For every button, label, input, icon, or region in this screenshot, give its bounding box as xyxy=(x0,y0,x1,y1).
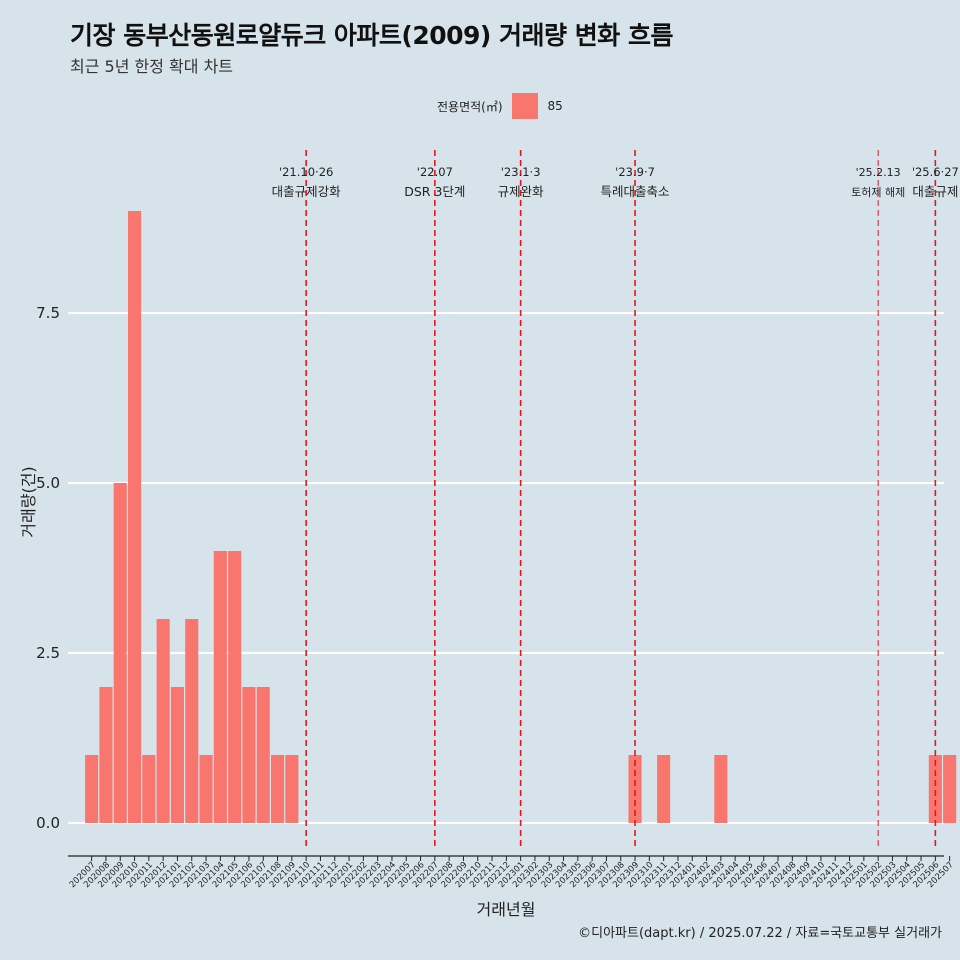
annotation-date: '23.1·3 xyxy=(501,165,541,179)
annotation-date: '25.2.13 xyxy=(856,166,901,179)
grid-lines xyxy=(68,311,944,825)
y-tick-label: 7.5 xyxy=(36,304,60,322)
bar xyxy=(213,551,227,823)
bar xyxy=(714,755,728,823)
annotation-label: 대출규제강화 xyxy=(272,184,342,199)
bar xyxy=(99,687,113,823)
bar xyxy=(185,619,199,823)
bar xyxy=(256,687,270,823)
bar xyxy=(113,483,127,823)
legend-item-label: 85 xyxy=(547,99,563,113)
bar xyxy=(128,211,142,823)
chart-title: 기장 동부산동원로얄듀크 아파트(2009) 거래량 변화 흐름 xyxy=(70,21,673,50)
y-axis-title: 거래량(건) xyxy=(19,466,38,537)
bar xyxy=(242,687,256,823)
annotation-label: 토허제 해제 xyxy=(851,185,905,199)
bar xyxy=(170,687,184,823)
annotation-label: 특례대출축소 xyxy=(601,184,670,199)
y-tick-label: 0.0 xyxy=(36,814,60,832)
annotation-date: '22.07 xyxy=(417,165,453,179)
annotation-label: 대출규제 xyxy=(912,184,958,199)
annotation-label: DSR 3단계 xyxy=(404,184,465,199)
bar xyxy=(285,755,299,823)
annotations: '21.10·26 대출규제강화 '22.07 DSR 3단계 '23.1·3 규제완화 '… xyxy=(272,150,959,848)
y-tick-label: 5.0 xyxy=(36,474,60,492)
bar xyxy=(628,755,642,823)
x-axis-title: 거래년월 xyxy=(477,900,536,919)
legend: 전용면적(㎡) 85 xyxy=(437,93,563,119)
chart-subtitle: 최근 5년 한정 확대 차트 xyxy=(70,57,234,76)
bar xyxy=(228,551,242,823)
bar xyxy=(85,755,99,823)
bars xyxy=(85,211,957,823)
bar xyxy=(928,755,942,823)
legend-title: 전용면적(㎡) xyxy=(437,99,503,114)
source-caption: ©디아파트(dapt.kr) / 2025.07.22 / 자료=국토교통부 실… xyxy=(578,926,942,941)
y-tick-label: 2.5 xyxy=(36,644,60,662)
legend-swatch xyxy=(511,93,538,119)
annotation-date: '21.10·26 xyxy=(279,165,333,179)
bar xyxy=(271,755,285,823)
bar xyxy=(142,755,156,823)
axes: 0.02.55.07.52020072020082020092020102020… xyxy=(19,304,956,919)
bar xyxy=(657,755,671,823)
annotation-date: '23.9·7 xyxy=(615,165,655,179)
bar xyxy=(943,755,957,823)
annotation-label: 규제완화 xyxy=(498,184,545,199)
bar xyxy=(199,755,213,823)
annotation-date: '25.6·27 xyxy=(912,165,959,179)
bar xyxy=(156,619,170,823)
